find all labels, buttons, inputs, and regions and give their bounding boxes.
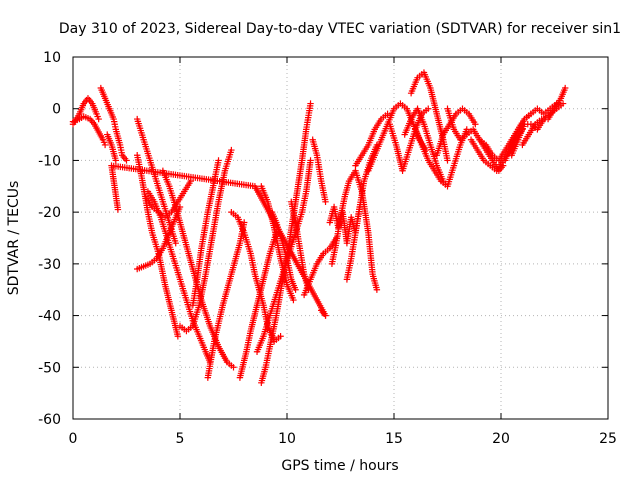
data-point: [384, 110, 391, 118]
y-tick-label: -50: [38, 360, 61, 376]
y-tick-label: -60: [38, 412, 61, 428]
data-point: [123, 157, 130, 164]
chart-title: Day 310 of 2023, Sidereal Day-to-day VTE…: [59, 21, 621, 37]
x-tick-label: 0: [69, 431, 78, 447]
grid: [73, 57, 608, 419]
plot-frame: [72, 56, 609, 420]
series-arc-k: [176, 146, 235, 335]
data-point: [172, 239, 179, 247]
series-arc-q: [255, 286, 284, 345]
axis-ticks: 0 5 10 15 20 25 -60 -50 -40 -30 -20 -10 0 10: [38, 50, 617, 447]
data-point: [322, 198, 329, 205]
series-arc-v: [300, 234, 340, 299]
x-tick-label: 25: [599, 431, 617, 447]
data-point: [307, 157, 314, 164]
data-point: [230, 364, 237, 371]
series-scatter-1: [108, 162, 329, 319]
y-tick-label: -10: [38, 153, 61, 169]
series-arc-aa: [343, 141, 381, 283]
series-arc-f: [134, 152, 182, 340]
x-tick-label: 15: [385, 431, 403, 447]
x-tick-label: 5: [176, 431, 185, 447]
data-point: [101, 141, 109, 149]
x-axis-label: GPS time / hours: [281, 458, 398, 474]
y-axis-label: SDTVAR / TECUs: [6, 181, 22, 296]
data-point: [95, 115, 102, 123]
series-arc-n: [228, 208, 263, 293]
series-arc-c: [97, 84, 130, 164]
y-tick-label: -40: [38, 309, 61, 325]
data-point: [307, 100, 314, 107]
series-arc-al: [502, 100, 560, 164]
series-arc-l: [189, 157, 222, 309]
data-point: [373, 286, 381, 293]
series-arc-h: [134, 203, 184, 273]
x-tick-label: 20: [492, 431, 510, 447]
y-tick-label: -20: [38, 205, 61, 221]
data-series: [69, 69, 569, 386]
series-arc-ab: [352, 110, 391, 169]
data-point: [292, 286, 299, 293]
data-point: [444, 157, 451, 164]
series-arc-m: [204, 219, 248, 381]
y-tick-label: 0: [52, 102, 61, 118]
series-arc-ah: [433, 105, 479, 159]
data-point: [425, 105, 432, 112]
data-point: [472, 121, 479, 128]
series-arc-a: [69, 95, 102, 128]
data-point: [215, 157, 222, 164]
data-point: [174, 333, 182, 340]
series-arc-an: [519, 84, 569, 149]
data-point: [290, 296, 297, 304]
data-point: [112, 157, 119, 164]
series-arc-d: [104, 131, 119, 164]
series-arc-b: [69, 113, 109, 149]
series-arc-z: [328, 167, 381, 293]
data-point: [277, 333, 284, 340]
data-point: [228, 146, 235, 154]
y-tick-label: 10: [43, 50, 61, 66]
data-point: [241, 219, 248, 226]
data-point: [562, 84, 569, 92]
data-point: [559, 100, 567, 107]
series-arc-ad: [386, 105, 432, 174]
series-arc-w: [309, 136, 329, 205]
data-point: [322, 312, 329, 319]
series-arc-y: [326, 203, 363, 247]
y-tick-label: -30: [38, 257, 61, 273]
x-tick-label: 10: [278, 431, 296, 447]
